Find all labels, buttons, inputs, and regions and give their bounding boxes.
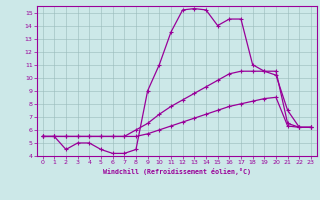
X-axis label: Windchill (Refroidissement éolien,°C): Windchill (Refroidissement éolien,°C) bbox=[103, 168, 251, 175]
